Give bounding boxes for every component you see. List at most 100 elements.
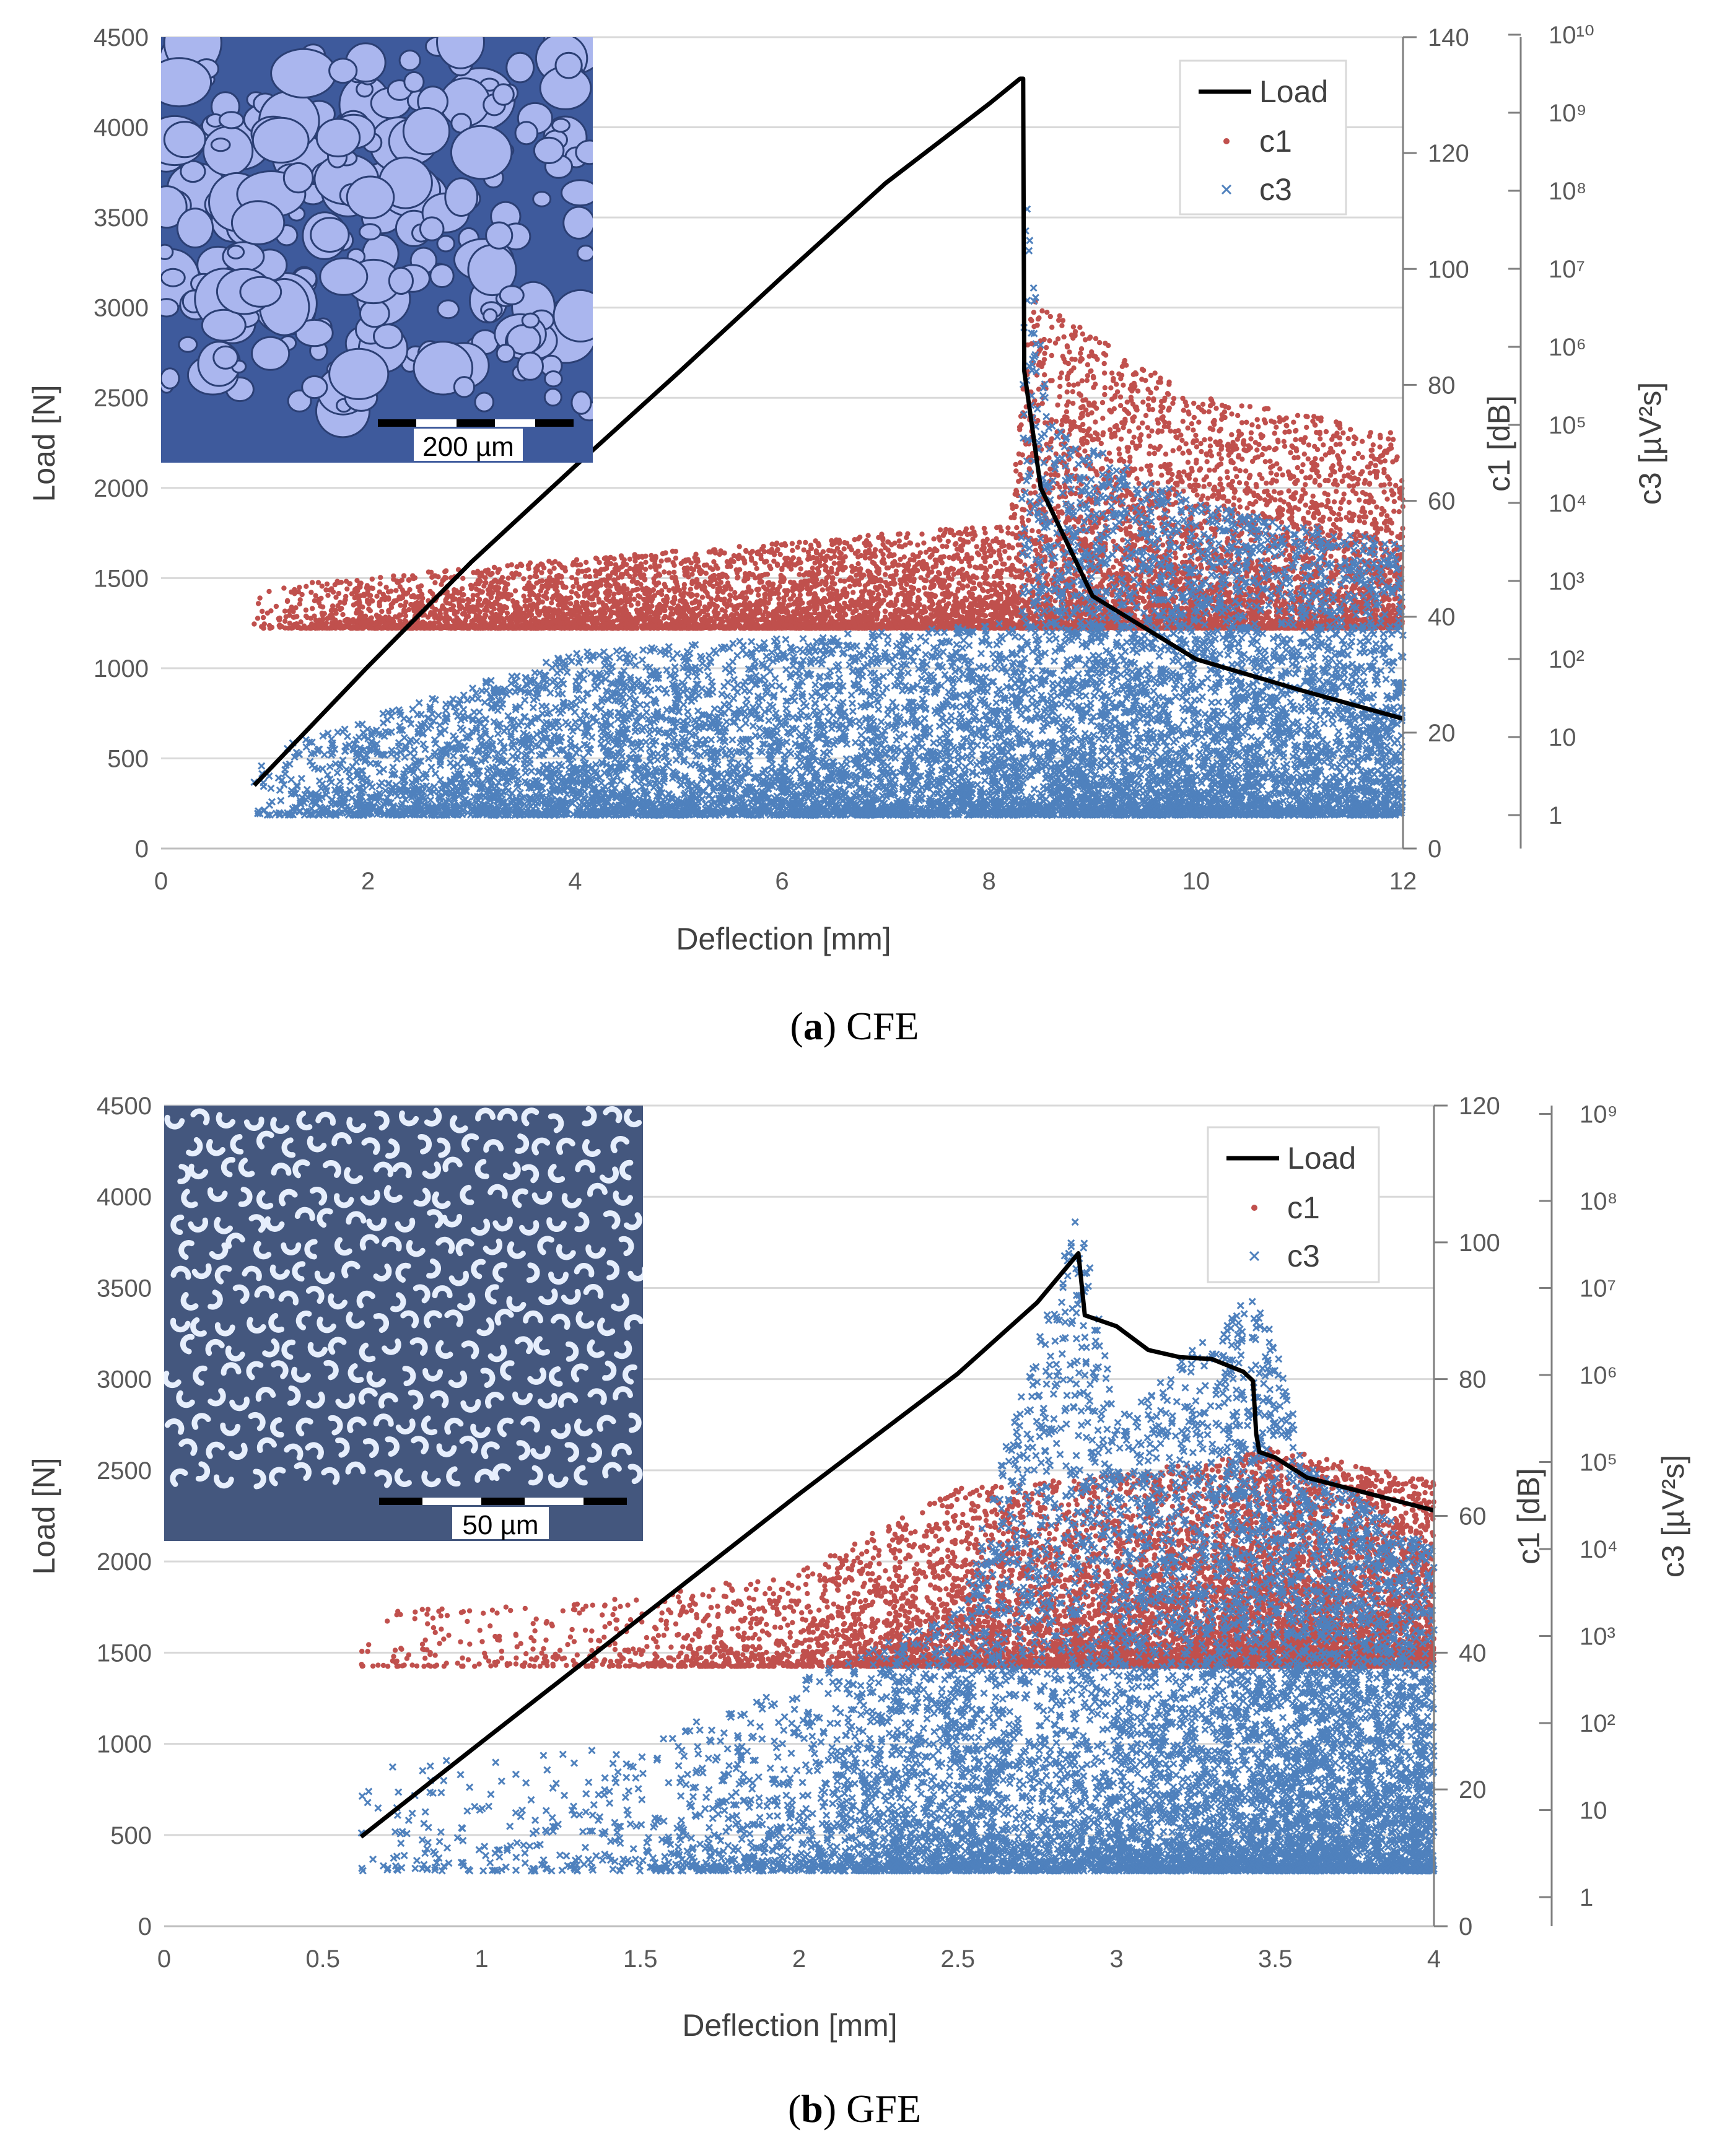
c1-point bbox=[1085, 362, 1091, 368]
c1-point bbox=[921, 577, 927, 583]
c1-point bbox=[882, 572, 888, 577]
c1-point bbox=[1201, 409, 1207, 415]
c1-point bbox=[1244, 419, 1249, 425]
c1-point bbox=[1049, 325, 1055, 330]
c1-point bbox=[1390, 437, 1396, 442]
c1-point bbox=[1355, 451, 1362, 456]
c1-point bbox=[1333, 572, 1339, 578]
c1-point bbox=[1078, 415, 1083, 421]
c1-point bbox=[643, 559, 649, 565]
c1-point bbox=[1149, 428, 1155, 434]
c1-point bbox=[662, 569, 667, 575]
c1-point bbox=[1168, 428, 1173, 434]
c1-point bbox=[599, 577, 605, 583]
c1-point bbox=[635, 601, 641, 607]
c1-point bbox=[282, 618, 288, 624]
c1-point bbox=[1248, 436, 1254, 442]
c1-point bbox=[341, 600, 347, 606]
c1-point bbox=[1173, 555, 1179, 561]
c1-point bbox=[1278, 520, 1285, 525]
c1-point bbox=[867, 570, 872, 576]
c1-point bbox=[627, 556, 632, 562]
c1-point bbox=[1368, 430, 1373, 435]
c1-point bbox=[1217, 481, 1223, 487]
c1-point bbox=[407, 587, 413, 593]
c1-point bbox=[1205, 495, 1211, 501]
c1-point bbox=[1147, 451, 1152, 456]
c1-point bbox=[779, 565, 785, 571]
c1-point bbox=[1391, 508, 1397, 514]
c1-point bbox=[521, 576, 527, 582]
c1-point bbox=[1211, 492, 1217, 498]
c1-point bbox=[1217, 476, 1223, 482]
c1-point bbox=[386, 608, 391, 613]
c1-point bbox=[1170, 400, 1176, 406]
c1-point bbox=[549, 600, 554, 606]
c1-point bbox=[1001, 543, 1007, 549]
c1-point bbox=[1202, 437, 1207, 443]
c1-point bbox=[1268, 470, 1274, 476]
c1-point bbox=[688, 587, 694, 592]
c1-point bbox=[1158, 409, 1164, 414]
c1-point bbox=[1336, 589, 1342, 595]
c1-point bbox=[1308, 474, 1313, 480]
c1-point bbox=[1216, 451, 1222, 457]
c1-point bbox=[1277, 466, 1283, 472]
c1-point bbox=[1085, 373, 1091, 378]
c1-point bbox=[1303, 475, 1309, 481]
c1-point bbox=[527, 597, 533, 603]
c1-point bbox=[1257, 472, 1262, 478]
c1-point bbox=[890, 560, 896, 566]
c1-point bbox=[1265, 406, 1271, 412]
c1-point bbox=[1338, 517, 1344, 522]
c1-point bbox=[813, 548, 820, 554]
c1-point bbox=[756, 592, 761, 598]
c1-point bbox=[666, 557, 671, 563]
c1-point bbox=[1047, 378, 1054, 383]
c1-point bbox=[304, 583, 309, 589]
c1-point bbox=[732, 595, 738, 600]
c1-point bbox=[460, 575, 466, 581]
c1-point bbox=[1306, 442, 1312, 448]
c1-point bbox=[1249, 458, 1256, 465]
c1-point bbox=[260, 614, 266, 621]
c1-point bbox=[1075, 381, 1081, 387]
c1-point bbox=[1357, 497, 1362, 503]
c1-point bbox=[876, 591, 881, 598]
c1-point bbox=[426, 569, 432, 575]
c1-point bbox=[427, 588, 433, 595]
c1-point bbox=[1114, 382, 1119, 387]
c1-point bbox=[1056, 317, 1062, 323]
c1-point bbox=[1096, 340, 1103, 346]
c1-point bbox=[1100, 416, 1106, 421]
c1-point bbox=[1064, 389, 1070, 395]
c1-point bbox=[1366, 481, 1373, 486]
c1-point bbox=[1204, 459, 1210, 465]
c1-point bbox=[959, 583, 966, 589]
c1-point bbox=[1066, 382, 1072, 388]
c1-point bbox=[1396, 509, 1402, 515]
c1-point bbox=[1382, 458, 1388, 464]
c1-point bbox=[1207, 443, 1213, 449]
c1-point bbox=[1145, 396, 1152, 401]
c1-point bbox=[989, 587, 995, 593]
c1-point bbox=[1102, 391, 1108, 398]
c1-point bbox=[1145, 403, 1152, 408]
c1-point bbox=[1101, 370, 1108, 376]
c1-point bbox=[1158, 464, 1164, 469]
c1-point bbox=[549, 595, 556, 601]
c1-point bbox=[782, 541, 788, 547]
c1-point bbox=[1176, 428, 1181, 434]
c1-point bbox=[795, 544, 800, 550]
c1-point bbox=[964, 583, 971, 589]
c1-point bbox=[797, 572, 802, 577]
c1-point bbox=[1134, 572, 1139, 578]
c1-point bbox=[798, 566, 803, 572]
c1-point bbox=[974, 544, 979, 549]
c1-point bbox=[1206, 409, 1212, 414]
c1-point bbox=[1148, 443, 1153, 449]
c1-point bbox=[1059, 370, 1065, 376]
c1-point bbox=[1180, 450, 1186, 456]
c1-point bbox=[937, 527, 943, 533]
c1-point bbox=[611, 577, 617, 583]
